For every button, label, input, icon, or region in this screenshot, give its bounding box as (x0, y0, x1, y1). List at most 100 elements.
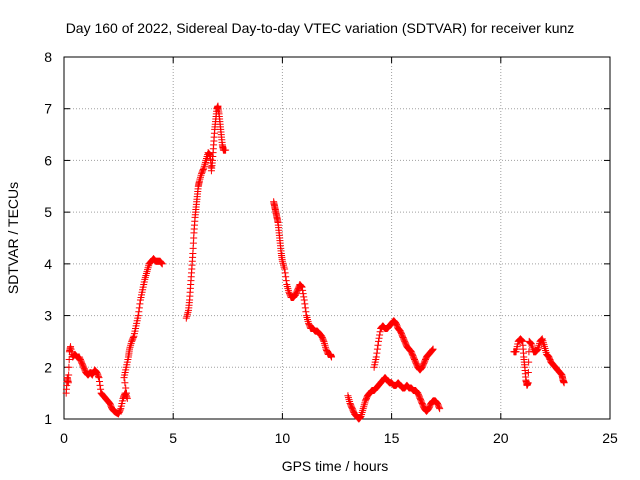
data-point (375, 334, 383, 342)
data-point (205, 150, 213, 158)
data-point (136, 300, 144, 308)
data-point (374, 341, 382, 349)
x-tick-label: 20 (493, 430, 509, 446)
data-point (143, 268, 151, 276)
data-point (94, 372, 102, 380)
data-point (281, 265, 289, 273)
data-point (518, 337, 526, 345)
chart-title: Day 160 of 2022, Sidereal Day-to-day VTE… (66, 20, 575, 36)
data-point (97, 385, 105, 393)
data-point (96, 381, 104, 389)
x-tick-label: 25 (602, 430, 618, 446)
data-point (541, 345, 549, 353)
data-point (129, 334, 137, 342)
data-point (196, 175, 204, 183)
data-point (436, 405, 444, 413)
data-point (183, 312, 191, 320)
data-points (62, 102, 568, 423)
data-point (300, 293, 308, 301)
data-point (360, 401, 368, 409)
data-point (281, 269, 289, 277)
data-point (526, 339, 534, 347)
data-point (122, 384, 130, 392)
data-point (298, 283, 306, 291)
data-point (183, 310, 191, 318)
data-point (344, 394, 352, 402)
data-point (359, 405, 367, 413)
x-tick-label: 5 (169, 430, 177, 446)
data-point (201, 158, 209, 166)
data-point (126, 343, 134, 351)
data-point (279, 259, 287, 267)
data-point (65, 356, 73, 364)
data-point (278, 257, 286, 265)
y-tick-label: 8 (44, 49, 52, 65)
data-point (127, 341, 135, 349)
data-point (279, 261, 287, 269)
data-point (319, 336, 327, 344)
data-point (123, 389, 131, 397)
data-point (302, 312, 310, 320)
data-point (142, 270, 150, 278)
grid-lines (64, 57, 610, 419)
data-point (328, 353, 336, 361)
data-point (121, 379, 129, 387)
data-point (304, 315, 312, 323)
data-point (524, 368, 532, 376)
data-point (142, 271, 150, 279)
x-tick-label: 15 (384, 430, 400, 446)
data-point (95, 378, 103, 386)
data-point (135, 308, 143, 316)
data-point (158, 260, 166, 268)
data-point (525, 358, 533, 366)
y-tick-label: 6 (44, 152, 52, 168)
data-point (345, 396, 353, 404)
data-point (135, 304, 143, 312)
data-point (157, 259, 165, 267)
data-point (538, 335, 546, 343)
data-point (222, 146, 230, 154)
data-point (429, 345, 437, 353)
data-point (373, 349, 381, 357)
data-point (533, 346, 541, 354)
data-point (197, 173, 204, 181)
data-point (282, 273, 290, 281)
y-axis-ticks: 1 2 3 4 5 6 7 8 (44, 49, 610, 427)
data-point (373, 345, 381, 353)
data-point (182, 314, 190, 322)
data-point (123, 394, 131, 402)
data-point (64, 379, 72, 387)
data-point (141, 273, 149, 281)
data-point (435, 403, 443, 411)
data-point (376, 328, 384, 336)
data-point (374, 337, 382, 345)
data-point (300, 296, 308, 304)
data-point (126, 345, 134, 353)
data-point (301, 304, 309, 312)
data-point (144, 266, 152, 274)
data-point (301, 300, 309, 308)
x-tick-label: 0 (60, 430, 68, 446)
data-point (302, 308, 310, 316)
y-tick-label: 5 (44, 204, 52, 220)
data-point (199, 165, 207, 173)
data-point (65, 371, 73, 379)
data-point (158, 259, 166, 267)
data-point (280, 263, 288, 271)
data-point (201, 160, 209, 168)
y-tick-label: 2 (44, 359, 52, 375)
x-axis-ticks: 0 5 10 15 20 25 (60, 57, 618, 446)
y-axis-label: SDTVAR / TECUs (5, 182, 21, 294)
data-point (134, 312, 142, 320)
data-point (283, 282, 291, 290)
data-point (116, 406, 124, 414)
y-tick-label: 4 (44, 256, 52, 272)
data-point (360, 403, 368, 411)
y-tick-label: 1 (44, 411, 52, 427)
data-point (284, 284, 292, 292)
data-point (297, 282, 305, 290)
data-point (299, 290, 307, 298)
data-point (184, 308, 192, 316)
data-point (429, 346, 437, 354)
